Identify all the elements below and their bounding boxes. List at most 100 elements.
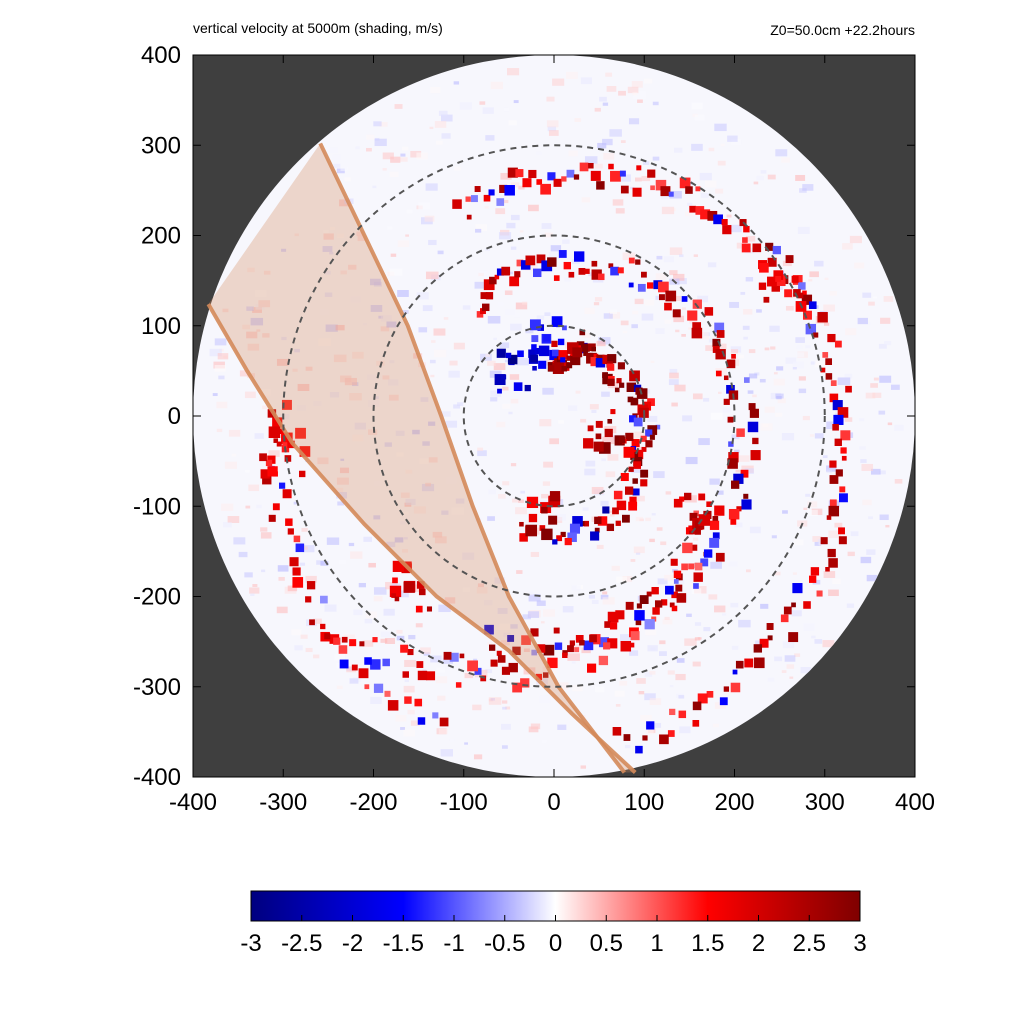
velocity-cell [645,440,653,448]
velocity-cell [830,380,837,386]
velocity-cell [564,537,572,546]
texture-cell [418,202,431,210]
texture-cell [214,364,226,372]
texture-cell [403,537,408,540]
velocity-cell [602,354,612,365]
texture-cell [707,262,717,268]
velocity-cell [598,655,609,666]
texture-cell [252,584,258,588]
texture-cell [433,328,446,336]
texture-cell [340,458,345,461]
velocity-cell [466,214,472,220]
texture-cell [462,552,475,560]
texture-cell [386,541,396,548]
velocity-cell [483,194,491,202]
texture-cell [866,574,878,582]
texture-cell [647,645,658,652]
texture-cell [599,96,607,102]
texture-cell [305,647,313,653]
texture-cell [692,393,703,400]
texture-cell [691,588,702,595]
texture-cell [256,329,261,332]
texture-cell [451,507,465,515]
texture-cell [422,305,433,312]
velocity-cell [669,602,675,608]
velocity-cell [384,690,391,697]
texture-cell [796,345,803,349]
texture-cell [432,531,443,538]
feature-cell [758,282,767,290]
texture-cell [294,233,299,237]
texture-cell [671,402,678,407]
texture-cell [252,307,262,313]
texture-cell [708,147,715,152]
velocity-cell [838,493,848,503]
texture-cell [508,411,513,415]
texture-cell [730,602,739,608]
texture-cell [572,684,583,692]
velocity-cell [715,349,726,360]
velocity-cell [516,259,524,267]
x-tick-label: -400 [169,789,217,816]
texture-cell [462,305,471,310]
feature-cell [276,441,282,447]
texture-cell [803,507,808,511]
texture-cell [516,570,523,574]
texture-cell [767,677,775,682]
texture-cell [382,152,394,160]
texture-cell [248,484,260,492]
texture-cell [697,295,709,303]
texture-cell [498,302,504,306]
velocity-cell [630,397,639,406]
velocity-cell [837,407,849,418]
texture-cell [457,402,464,406]
texture-cell [525,263,538,271]
velocity-cell [828,558,838,568]
velocity-cell [820,367,826,373]
texture-cell [326,537,340,545]
velocity-cell [636,165,642,171]
texture-cell [276,606,288,614]
velocity-cell [644,619,655,630]
texture-cell [814,360,826,368]
velocity-cell [272,503,280,511]
feature-cell [538,345,550,357]
texture-cell [370,696,382,704]
texture-cell [716,490,724,495]
texture-cell [418,327,428,333]
texture-cell [374,396,379,400]
feature-cell [604,428,613,438]
velocity-cell [579,639,585,646]
texture-cell [798,376,806,381]
texture-cell [459,102,472,110]
texture-cell [694,622,702,626]
texture-cell [493,337,497,340]
velocity-cell [623,734,631,741]
velocity-cell [809,575,817,583]
texture-cell [216,401,228,409]
texture-cell [430,655,442,663]
feature-cell [791,275,799,283]
texture-cell [493,363,506,371]
texture-cell [580,77,593,85]
texture-cell [509,374,520,380]
texture-cell [504,290,513,296]
texture-cell [708,594,718,600]
texture-cell [619,680,628,686]
texture-cell [502,706,507,710]
texture-cell [632,92,638,96]
texture-cell [528,726,539,733]
velocity-cell [404,696,412,704]
texture-cell [807,509,818,516]
texture-cell [675,329,680,333]
velocity-cell [633,449,644,460]
texture-cell [765,266,774,272]
velocity-cell [613,490,623,500]
feature-cell [551,316,563,327]
texture-cell [544,232,553,238]
texture-cell [539,695,551,703]
texture-cell [632,310,639,315]
velocity-cell [525,255,536,266]
texture-cell [582,332,591,338]
texture-cell [518,185,525,190]
